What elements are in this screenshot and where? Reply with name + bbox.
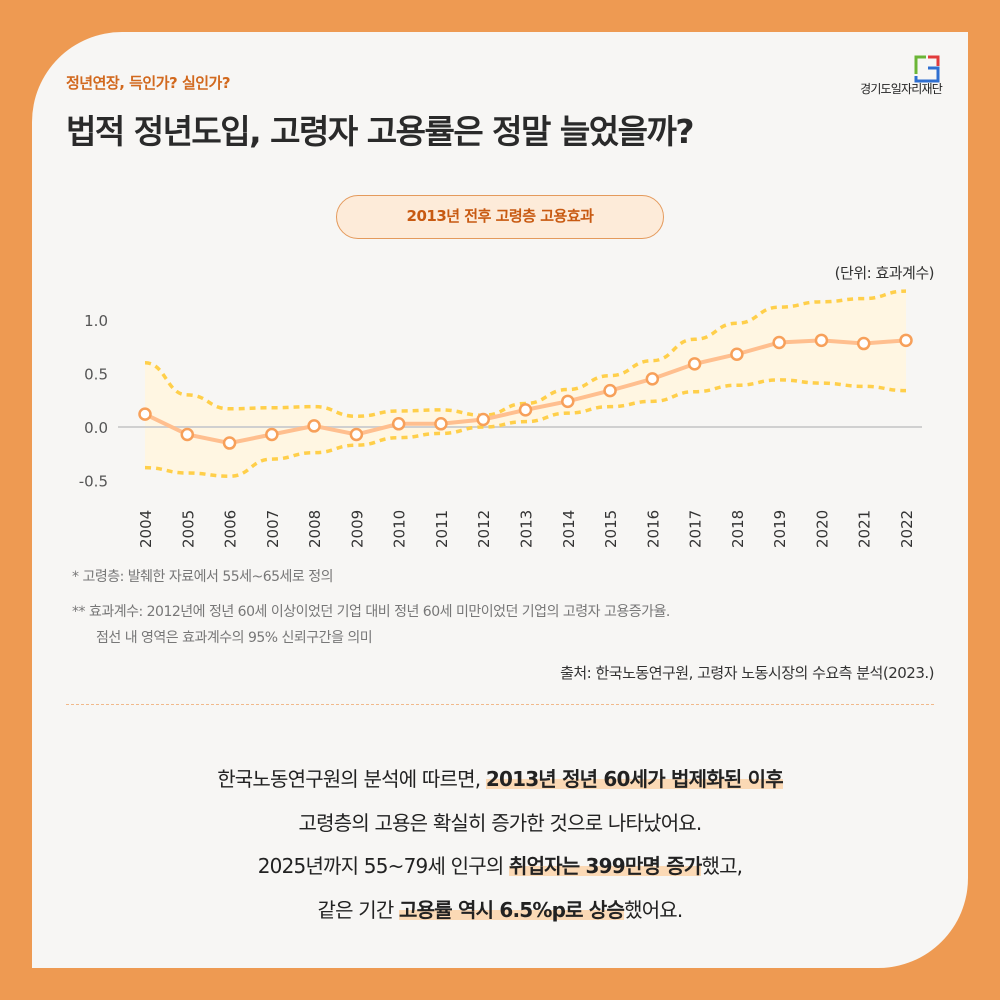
data-point	[730, 347, 744, 361]
data-point	[645, 372, 660, 386]
x-tick-label: 2012	[475, 510, 493, 548]
x-tick-label: 2020	[813, 510, 831, 548]
footnote-2: ** 효과계수: 2012년에 정년 60세 이상이었던 기업 대비 정년 60…	[72, 604, 670, 620]
data-point	[180, 427, 195, 442]
chart-title: 2013년 전후 고령층 고용효과	[336, 195, 664, 239]
unit-label: (단위: 효과계수)	[834, 264, 935, 282]
y-tick-label: 1.0	[84, 312, 108, 330]
data-point	[391, 417, 406, 431]
card	[32, 32, 968, 968]
data-point	[772, 335, 786, 350]
x-tick-label: 2014	[560, 510, 578, 548]
confidence-band	[145, 291, 906, 477]
x-tick-label: 2010	[391, 510, 409, 548]
x-tick-label: 2015	[602, 510, 620, 548]
page-title: 법적 정년도입, 고령자 고용률은 정말 늘었을까?	[66, 112, 694, 151]
x-tick-label: 2004	[137, 510, 155, 548]
footnote-3: 점선 내 영역은 효과계수의 95% 신뢰구간을 의미	[96, 630, 373, 646]
data-point	[518, 403, 533, 417]
x-tick-label: 2013	[518, 510, 536, 548]
highlight-3: 고용률 역시 6.5%p로 상승	[399, 897, 625, 922]
x-tick-label: 2017	[687, 510, 705, 548]
x-tick-label: 2011	[433, 510, 451, 548]
data-point	[349, 427, 364, 442]
x-tick-label: 2021	[856, 510, 874, 548]
data-point	[222, 436, 237, 450]
body-text: 한국노동연구원의 분석에 따르면, 2013년 정년 60세가 법제화된 이후 …	[0, 758, 1000, 932]
data-point	[899, 333, 913, 348]
x-tick-label: 2022	[898, 510, 916, 548]
data-point	[307, 419, 321, 433]
data-point	[138, 407, 152, 421]
body-l3c: 했고,	[701, 854, 743, 878]
logo-text: 경기도일자리재단	[860, 82, 943, 96]
line-chart: 1.0 0.5 0.0 -0.5 2004 2005 2006 2007 2008 2009 201…	[79, 289, 922, 548]
body-l1a: 한국노동연구원의 분석에 따르면,	[217, 767, 486, 791]
data-point	[856, 336, 871, 351]
data-point	[561, 394, 575, 409]
highlight-1: 2013년 정년 60세가 법제화된 이후	[485, 767, 784, 791]
data-point	[603, 383, 617, 398]
data-point	[265, 427, 279, 442]
y-tick-label: -0.5	[79, 473, 108, 491]
logo-mark-icon	[914, 55, 940, 83]
x-tick-label: 2006	[222, 510, 240, 548]
body-l4a: 같은 기간	[317, 897, 400, 922]
x-tick-label: 2007	[264, 510, 282, 548]
body-l2: 고령층의 고용은 확실히 증가한 것으로 나타났어요.	[298, 810, 703, 835]
source: 출처: 한국노동연구원, 고령자 노동시장의 수요측 분석(2023.)	[560, 664, 934, 682]
data-point	[687, 357, 702, 371]
ci-lower-line	[144, 378, 907, 478]
body-l4c: 했어요.	[624, 897, 683, 922]
x-tick-label: 2009	[348, 510, 366, 548]
y-tick-label: 0.0	[84, 419, 108, 437]
divider	[66, 704, 934, 705]
kicker: 정년연장, 득인가? 실인가?	[66, 74, 231, 92]
data-point	[814, 333, 829, 348]
footnote-1: * 고령층: 발췌한 자료에서 55세~65세로 정의	[72, 569, 334, 585]
x-tick-label: 2005	[179, 510, 197, 548]
data-point	[434, 417, 448, 431]
highlight-2: 취업자는 399만명 증가	[508, 854, 702, 878]
x-tick-label: 2008	[306, 510, 324, 548]
x-tick-label: 2018	[729, 510, 747, 548]
body-l3a: 2025년까지 55~79세 인구의	[257, 854, 509, 878]
y-tick-label: 0.5	[84, 366, 108, 384]
data-point	[476, 412, 490, 427]
x-tick-label: 2019	[771, 510, 789, 548]
x-tick-label: 2016	[644, 510, 662, 548]
